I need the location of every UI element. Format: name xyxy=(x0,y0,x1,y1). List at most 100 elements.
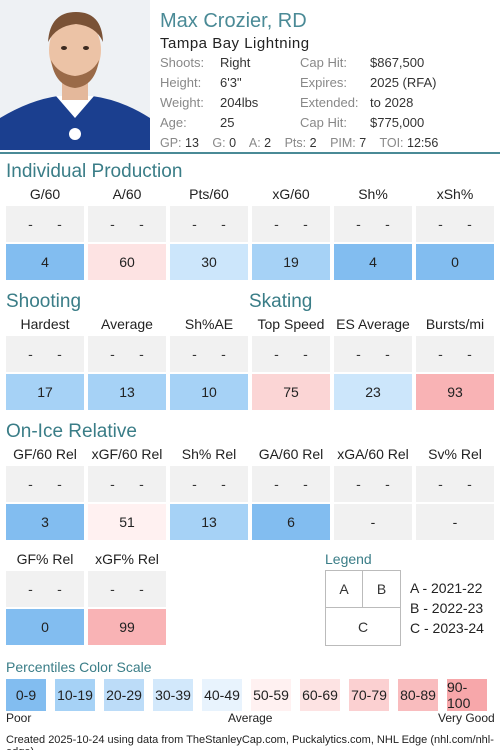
metric-header: xGA/60 Rel xyxy=(337,446,409,462)
section-title-individual: Individual Production xyxy=(6,161,183,182)
history-value-b: - xyxy=(303,476,308,492)
scale-cell: 90-100 xyxy=(447,679,487,711)
history-value-b: - xyxy=(385,216,390,232)
scale-cell: 50-59 xyxy=(251,679,291,711)
legend-cell-a: A xyxy=(325,570,363,608)
metric-header: Sh% Rel xyxy=(181,446,237,462)
percentile-box: 75 xyxy=(252,374,330,410)
scale-poor-label: Poor xyxy=(6,711,32,725)
history-box: -- xyxy=(170,336,248,372)
legend-text-a: A - 2021-22 xyxy=(410,580,483,596)
history-box: -- xyxy=(416,206,494,242)
percentile-box: 3 xyxy=(6,504,84,540)
history-value-b: - xyxy=(467,216,472,232)
metric-header: xSh% xyxy=(436,186,474,202)
history-value-b: - xyxy=(57,581,62,597)
history-value-b: - xyxy=(467,476,472,492)
history-value-a: - xyxy=(356,216,361,232)
history-value-a: - xyxy=(110,476,115,492)
expires-label: Expires: xyxy=(300,75,347,90)
history-value-a: - xyxy=(438,346,443,362)
player-name: Max Crozier, RD xyxy=(160,10,307,32)
history-value-a: - xyxy=(110,216,115,232)
percentile-box: 30 xyxy=(170,244,248,280)
metric-header: xGF% Rel xyxy=(95,551,159,567)
caphit-label: Cap Hit: xyxy=(300,55,347,70)
extended-value: to 2028 xyxy=(370,95,414,110)
scale-cell: 70-79 xyxy=(349,679,389,711)
percentile-box: 6 xyxy=(252,504,330,540)
history-box: -- xyxy=(334,336,412,372)
percentile-box: 13 xyxy=(88,374,166,410)
history-box: -- xyxy=(252,466,330,502)
history-value-a: - xyxy=(28,216,33,232)
metric-header: Sv% Rel xyxy=(428,446,482,462)
history-box: -- xyxy=(416,466,494,502)
history-box: -- xyxy=(6,206,84,242)
history-value-b: - xyxy=(57,346,62,362)
percentile-box: - xyxy=(416,504,494,540)
legend-cell-c: C xyxy=(325,607,401,646)
metric-header: ES Average xyxy=(336,316,410,332)
history-value-a: - xyxy=(110,346,115,362)
metric-header: GA/60 Rel xyxy=(258,446,324,462)
history-value-a: - xyxy=(274,216,279,232)
history-box: -- xyxy=(6,571,84,607)
percentile-box: 99 xyxy=(88,609,166,645)
player-bio-labels: Shoots: Height: Weight: Age: xyxy=(160,53,204,133)
history-box: -- xyxy=(6,466,84,502)
points-label: Pts: xyxy=(284,136,307,150)
player-photo xyxy=(0,0,150,150)
percentile-box: 4 xyxy=(6,244,84,280)
history-value-b: - xyxy=(139,346,144,362)
goals-label: G: xyxy=(212,136,226,150)
history-box: -- xyxy=(88,571,166,607)
goals-value: 0 xyxy=(229,136,237,150)
history-value-a: - xyxy=(274,346,279,362)
history-value-b: - xyxy=(139,581,144,597)
history-value-b: - xyxy=(221,476,226,492)
history-box: -- xyxy=(252,206,330,242)
history-box: -- xyxy=(170,206,248,242)
history-value-b: - xyxy=(139,476,144,492)
percentile-box: 23 xyxy=(334,374,412,410)
percentile-box: - xyxy=(334,504,412,540)
history-box: -- xyxy=(252,336,330,372)
metric-header: Pts/60 xyxy=(189,186,229,202)
history-box: -- xyxy=(88,466,166,502)
weight-label: Weight: xyxy=(160,95,204,110)
history-box: -- xyxy=(88,206,166,242)
history-value-b: - xyxy=(221,216,226,232)
percentile-box: 60 xyxy=(88,244,166,280)
points-value: 2 xyxy=(309,136,317,150)
metric-header: A/60 xyxy=(112,186,142,202)
history-value-a: - xyxy=(28,581,33,597)
percentile-box: 51 xyxy=(88,504,166,540)
scale-cell: 0-9 xyxy=(6,679,46,711)
scale-cell: 10-19 xyxy=(55,679,95,711)
history-value-a: - xyxy=(192,216,197,232)
history-value-a: - xyxy=(28,346,33,362)
percentile-box: 13 xyxy=(170,504,248,540)
legend-title: Legend xyxy=(325,551,372,567)
gp-value: 13 xyxy=(185,136,199,150)
caphit-new-label: Cap Hit: xyxy=(300,115,347,130)
metric-header: xG/60 xyxy=(272,186,310,202)
legend-text-c: C - 2023-24 xyxy=(410,620,484,636)
scale-cell: 40-49 xyxy=(202,679,242,711)
season-statline: GP: 13 G: 0 A: 2 Pts: 2 PIM: 7 TOI: 12:5… xyxy=(160,136,448,150)
extended-label: Extended: xyxy=(300,95,359,110)
metric-header: G/60 xyxy=(29,186,61,202)
scale-cell: 30-39 xyxy=(153,679,193,711)
assists-value: 2 xyxy=(264,136,272,150)
shoots-label: Shoots: xyxy=(160,55,205,70)
history-value-a: - xyxy=(192,476,197,492)
pim-value: 7 xyxy=(359,136,367,150)
history-value-a: - xyxy=(356,476,361,492)
scale-very-good-label: Very Good xyxy=(438,711,495,725)
metric-header: Bursts/mi xyxy=(425,316,485,332)
history-value-b: - xyxy=(385,476,390,492)
history-value-a: - xyxy=(274,476,279,492)
percentile-box: 0 xyxy=(6,609,84,645)
history-value-b: - xyxy=(57,216,62,232)
